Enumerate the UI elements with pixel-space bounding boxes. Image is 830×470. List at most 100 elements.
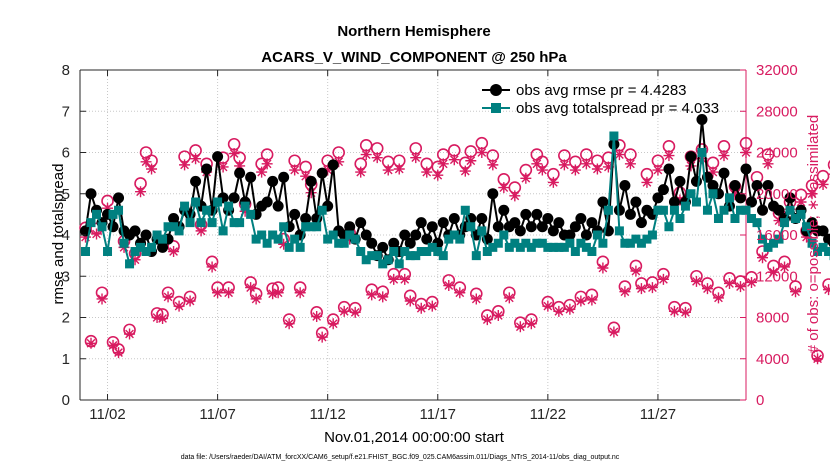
rmse-point — [674, 175, 686, 187]
x-tick-label: 11/22 — [530, 406, 566, 423]
obs-assimilated-point — [718, 150, 730, 162]
obs-assimilated-point — [388, 273, 400, 285]
obs-assimilated-point — [217, 161, 229, 173]
rmse-point — [498, 204, 510, 216]
obs-assimilated-point — [96, 293, 108, 305]
spread-point — [482, 247, 492, 256]
obs-assimilated-point — [272, 287, 284, 299]
rmse-point — [289, 208, 301, 220]
obs-assimilated-point — [80, 231, 92, 243]
spread-point — [581, 242, 591, 252]
rmse-point — [509, 217, 521, 229]
rmse-point — [696, 114, 708, 125]
rmse-point — [487, 188, 499, 200]
spread-point — [92, 209, 102, 219]
obs-assimilated-point — [602, 161, 614, 173]
obs-assimilated-point — [190, 153, 202, 165]
rmse-point — [212, 151, 224, 163]
y-tick-label-right: 32000 — [756, 62, 798, 79]
rmse-point — [267, 175, 279, 187]
obs-assimilated-point — [146, 163, 158, 175]
spread-point — [367, 251, 377, 261]
spread-point — [433, 247, 443, 256]
spread-point — [147, 242, 157, 252]
spread-point — [389, 247, 399, 256]
rmse-point — [107, 221, 119, 233]
rmse-point — [168, 213, 180, 224]
obs-assimilated-point — [597, 262, 609, 274]
spread-point — [763, 242, 773, 252]
spread-point — [708, 189, 718, 199]
spread-point — [680, 201, 690, 211]
obs-assimilated-point — [311, 310, 323, 322]
obs-assimilated-point — [812, 353, 824, 365]
obs-assimilated-point — [338, 305, 350, 317]
spread-point — [345, 230, 355, 240]
legend-rmse-marker — [490, 84, 502, 96]
spread-point — [158, 234, 168, 244]
y-tick-label-right: 16000 — [756, 227, 798, 244]
rmse-point — [426, 221, 438, 233]
obs-assimilated-point — [801, 231, 813, 243]
spread-point — [510, 238, 520, 248]
rmse-point — [245, 171, 257, 183]
rmse-point — [823, 233, 830, 245]
obs-assimilated-point — [652, 164, 664, 176]
rmse-point — [740, 163, 752, 175]
spread-point — [774, 234, 784, 244]
rmse-point — [718, 167, 730, 179]
obs-assimilated-point — [239, 205, 251, 217]
rmse-point — [619, 180, 631, 191]
spread-point — [697, 148, 707, 157]
obs-assimilated-point — [316, 331, 328, 343]
spread-point — [631, 234, 641, 244]
obs-assimilated-point — [476, 147, 488, 158]
rmse-point — [261, 196, 273, 208]
rmse-point — [300, 213, 312, 224]
obs-assimilated-point — [404, 295, 416, 307]
spread-point — [791, 214, 801, 223]
obs-assimilated-point — [91, 228, 103, 240]
spread-point — [97, 222, 107, 232]
spread-point — [169, 222, 179, 232]
obs-assimilated-point — [663, 150, 675, 162]
spread-point — [658, 205, 668, 215]
spread-point — [400, 247, 410, 256]
obs-assimilated-point — [679, 306, 691, 318]
spread-point — [152, 230, 162, 240]
obs-assimilated-point — [509, 190, 521, 202]
rmse-point — [784, 192, 796, 204]
spread-point — [813, 247, 823, 256]
spread-point — [785, 205, 795, 215]
spread-point — [802, 222, 812, 232]
spread-point — [114, 205, 124, 215]
spread-point — [279, 222, 289, 232]
obs-assimilated-point — [757, 252, 769, 264]
spread-point — [741, 205, 751, 215]
obs-assimilated-point — [492, 309, 504, 321]
spread-point — [691, 197, 701, 207]
spread-point — [372, 251, 382, 261]
obs-assimilated-point — [443, 280, 455, 292]
obs-assimilated-point — [586, 294, 598, 306]
spread-point — [614, 226, 624, 236]
spread-point — [196, 218, 206, 228]
spread-point — [521, 238, 531, 248]
obs-assimilated-point — [795, 196, 807, 208]
rmse-point — [421, 233, 433, 245]
spread-point — [730, 214, 740, 223]
obs-assimilated-point — [580, 158, 592, 170]
obs-assimilated-point — [267, 288, 279, 300]
obs-assimilated-point — [305, 187, 317, 199]
obs-assimilated-point — [553, 305, 565, 317]
rmse-point — [140, 229, 152, 241]
spread-point — [515, 242, 525, 252]
rmse-point — [630, 196, 642, 208]
obs-assimilated-point — [355, 166, 367, 178]
obs-assimilated-point — [382, 164, 394, 176]
y-tick-label-right: 12000 — [756, 268, 798, 285]
rmse-point — [525, 221, 537, 233]
spread-point — [202, 205, 212, 215]
y-tick-label-left: 2 — [62, 310, 70, 327]
spread-point — [609, 131, 619, 141]
